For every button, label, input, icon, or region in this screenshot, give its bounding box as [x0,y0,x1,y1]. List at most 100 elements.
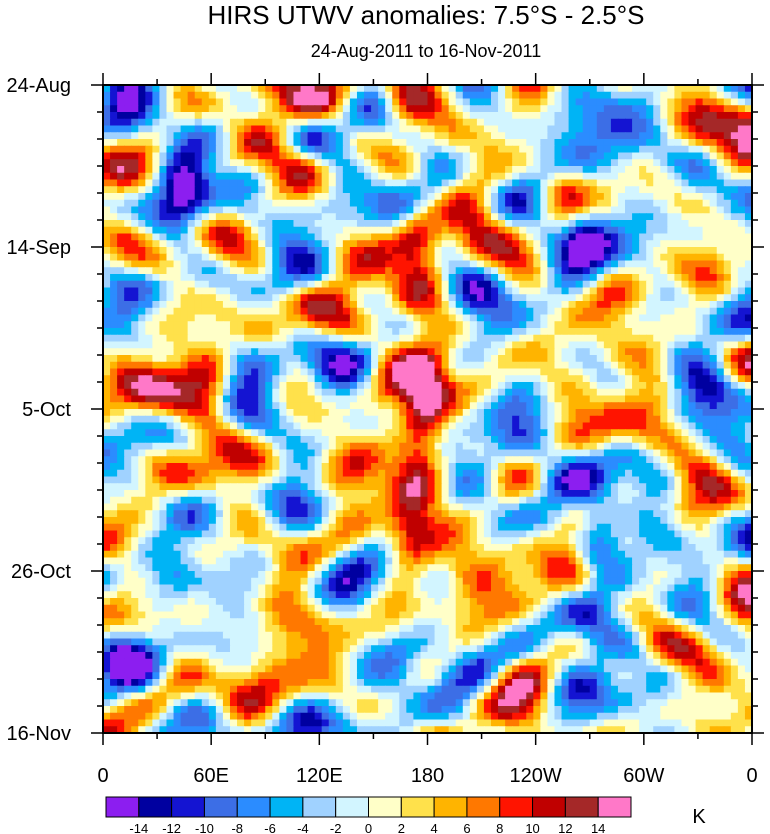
heatmap-cell [258,152,266,160]
heatmap-cell [540,85,549,93]
heatmap-cell [159,436,168,444]
heatmap-cell [737,395,746,403]
heatmap-cell [455,422,464,430]
heatmap-cell [229,402,238,410]
heatmap-cell [533,186,541,194]
heatmap-cell [448,274,457,282]
heatmap-cell [406,341,414,349]
heatmap-cell [610,334,619,343]
heatmap-cell [427,348,436,356]
heatmap-cell [272,375,280,383]
heatmap-cell [222,321,231,329]
heatmap-cell [639,145,647,154]
heatmap-cell [723,361,732,370]
heatmap-cell [589,260,598,268]
heatmap-cell [589,328,598,336]
heatmap-cell [406,166,414,174]
heatmap-cell [279,206,288,214]
heatmap-cell [653,294,661,302]
heatmap-cell [737,213,746,221]
heatmap-cell [180,388,189,397]
heatmap-cell [399,247,407,255]
heatmap-cell [208,442,217,451]
heatmap-cell [342,260,351,268]
heatmap-cell [413,341,422,349]
heatmap-cell [110,429,118,437]
heatmap-cell [342,361,351,370]
heatmap-cell [208,314,217,322]
heatmap-cell [526,98,534,106]
heatmap-cell [434,334,443,343]
heatmap-cell [448,348,457,356]
heatmap-cell [208,449,217,457]
heatmap-cell [688,368,697,376]
heatmap-cell [237,152,245,160]
heatmap-cell [413,118,422,127]
heatmap-cell [568,361,577,370]
heatmap-cell [441,247,450,255]
heatmap-cell [716,233,725,241]
heatmap-cell [660,375,668,383]
heatmap-cell [625,220,633,228]
heatmap-cell [483,328,492,336]
heatmap-cell [653,442,661,451]
heatmap-cell [300,287,309,295]
heatmap-cell [229,280,238,289]
heatmap-cell [152,105,161,113]
heatmap-cell [406,287,414,295]
heatmap-cell [476,260,485,268]
heatmap-cell [653,429,661,437]
heatmap-cell [385,321,393,329]
heatmap-cell [667,179,675,187]
heatmap-cell [625,226,633,235]
heatmap-cell [519,145,527,154]
heatmap-cell [526,132,534,140]
heatmap-cell [201,402,210,410]
heatmap-cell [237,449,245,457]
heatmap-cell [667,247,675,255]
heatmap-cell [603,179,612,187]
heatmap-cell [349,233,358,241]
heatmap-cell [279,186,288,194]
heatmap-cell [244,355,252,363]
heatmap-cell [617,409,626,417]
heatmap-cell [110,449,118,457]
heatmap-cell [138,409,146,417]
heatmap-cell [646,442,654,451]
heatmap-cell [166,382,175,390]
heatmap-cell [251,267,259,275]
heatmap-cell [314,172,323,181]
heatmap-cell [625,294,633,302]
heatmap-cell [519,233,527,241]
heatmap-cell [258,186,266,194]
heatmap-cell [660,98,668,106]
heatmap-cell [229,314,238,322]
heatmap-cell [660,348,668,356]
heatmap-cell [173,415,182,424]
heatmap-cell [286,267,295,275]
heatmap-cell [427,179,436,187]
heatmap-cell [505,159,513,167]
heatmap-cell [166,409,175,417]
heatmap-cell [159,139,168,147]
heatmap-cell [180,199,189,208]
heatmap-cell [159,253,168,262]
heatmap-cell [328,328,337,336]
heatmap-cell [314,321,323,329]
heatmap-cell [385,213,393,221]
heatmap-cell [695,409,704,417]
heatmap-cell [307,98,316,106]
heatmap-cell [702,85,711,93]
heatmap-cell [716,159,725,167]
heatmap-cell [258,328,266,336]
heatmap-cell [639,172,647,181]
heatmap-cell [321,274,330,282]
heatmap-cell [547,348,556,356]
heatmap-cell [469,442,478,451]
heatmap-cell [265,112,273,120]
heatmap-cell [103,213,111,221]
heatmap-cell [265,118,273,127]
heatmap-cell [378,409,386,417]
heatmap-cell [709,139,718,147]
heatmap-cell [434,91,443,100]
